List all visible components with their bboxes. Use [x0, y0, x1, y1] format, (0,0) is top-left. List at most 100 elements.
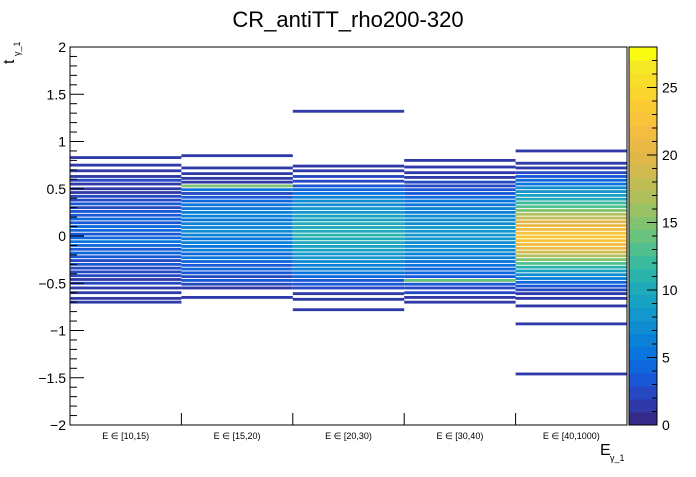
heatmap-bin [404, 267, 516, 271]
heatmap-bin [515, 161, 627, 165]
heatmap-bin [181, 222, 293, 226]
heatmap-bin [181, 210, 293, 214]
heatmap-bin [404, 180, 516, 184]
heatmap-bin [515, 258, 627, 262]
heatmap-bin [515, 190, 627, 194]
heatmap-bin [181, 218, 293, 222]
palette-swatch [629, 255, 657, 270]
bins-layer [70, 109, 627, 376]
heatmap-bin [292, 218, 405, 222]
palette-swatch [629, 190, 657, 204]
heatmap-bin [404, 210, 516, 214]
y-tick-label: −1.5 [38, 370, 66, 386]
heatmap-bin [181, 192, 293, 195]
heatmap-bin [404, 214, 516, 218]
heatmap-bin [404, 256, 516, 260]
heatmap-bin [181, 203, 293, 207]
palette-swatch [629, 203, 657, 217]
palette-swatch [629, 99, 657, 113]
heatmap-bin [70, 210, 182, 213]
heatmap-bin [292, 233, 405, 237]
heatmap-bin [515, 193, 627, 197]
heatmap-bin [292, 169, 405, 173]
heatmap-bin [404, 226, 516, 229]
heatmap-bin [404, 263, 516, 267]
heatmap-bin [515, 269, 627, 273]
y-tick-label: 2 [58, 39, 66, 55]
heatmap-bin [181, 256, 293, 260]
heatmap-bin [404, 184, 516, 188]
palette-swatch [629, 307, 657, 322]
heatmap-bin [181, 154, 293, 158]
heatmap-bin [292, 199, 405, 203]
heatmap-bin [515, 220, 627, 224]
heatmap-bin [515, 205, 627, 209]
heatmap-bin [181, 214, 293, 218]
heatmap-bin [292, 179, 405, 183]
y-tick-label: −0.5 [38, 275, 66, 291]
heatmap-bin [515, 288, 627, 292]
heatmap-bin [515, 209, 627, 212]
heatmap-bin [292, 175, 405, 178]
heatmap-bin [404, 244, 516, 248]
palette-swatch [629, 320, 657, 335]
heatmap-bin [292, 267, 405, 271]
heatmap-bin [404, 260, 516, 263]
heatmap-bin [292, 248, 405, 252]
z-tick-label: 10 [662, 282, 678, 298]
heatmap-bin [292, 210, 405, 214]
heatmap-bin [404, 248, 516, 252]
x-axis-label-sub: γ_1 [610, 453, 625, 463]
heatmap-bin [404, 291, 516, 295]
x-category-label: E ∈ [40,1000) [543, 431, 600, 441]
heatmap-bin [181, 207, 293, 211]
heatmap-bin [70, 244, 182, 247]
palette-swatch [629, 359, 657, 374]
heatmap-bin [515, 149, 627, 153]
heatmap-bin [515, 231, 627, 235]
heatmap-bin [181, 180, 293, 184]
heatmap-bin [515, 239, 627, 243]
palette-swatch [629, 164, 657, 178]
heatmap-bin [515, 235, 627, 239]
z-tick-label: 15 [662, 215, 678, 231]
heatmap-bin [70, 228, 182, 232]
heatmap-bin [70, 198, 182, 202]
heatmap-bin [404, 282, 516, 286]
palette-swatch [629, 216, 657, 230]
heatmap-bin [70, 217, 182, 221]
heatmap-bin [404, 286, 516, 290]
heatmap-bin [515, 201, 627, 205]
heatmap-bin [181, 260, 293, 263]
heatmap-bin [70, 286, 182, 290]
palette-swatch [629, 294, 657, 309]
heatmap-bin [292, 207, 405, 211]
heatmap-bin [181, 248, 293, 252]
heatmap-bin [404, 275, 516, 279]
heatmap-bin [70, 206, 182, 210]
heatmap-bin [515, 175, 627, 178]
heatmap-bin [181, 282, 293, 286]
heatmap-bin [404, 278, 516, 282]
palette-swatch [629, 177, 657, 191]
y-axis-label-sub: γ_1 [12, 41, 22, 56]
palette-swatch [629, 86, 657, 100]
palette-swatch [629, 281, 657, 296]
y-tick-label: 1 [58, 134, 66, 150]
heatmap-bin [515, 224, 627, 228]
heatmap-bin [404, 241, 516, 245]
color-axis: 0 5 10 15 20 25 [647, 46, 678, 433]
heatmap-bin [515, 243, 627, 246]
heatmap-bin [70, 175, 182, 178]
heatmap-bin [515, 186, 627, 190]
heatmap-bin [515, 280, 627, 284]
heatmap-bin [515, 197, 627, 201]
heatmap-bin [181, 278, 293, 282]
heatmap-bin [515, 304, 627, 308]
heatmap-bin [292, 192, 405, 195]
heatmap-bin [70, 232, 182, 236]
heatmap-bin [515, 284, 627, 288]
heatmap-bin [292, 260, 405, 263]
heatmap-bin [70, 156, 182, 159]
palette-swatch [629, 151, 657, 165]
